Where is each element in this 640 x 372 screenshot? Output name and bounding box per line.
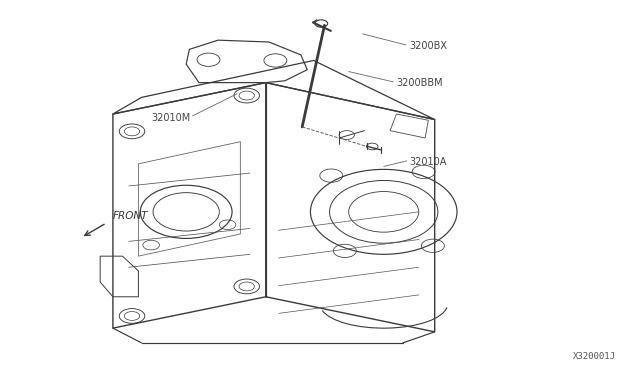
Text: FRONT: FRONT bbox=[113, 211, 148, 221]
Text: 32010M: 32010M bbox=[151, 113, 190, 123]
Text: X320001J: X320001J bbox=[573, 352, 616, 361]
Text: 32010A: 32010A bbox=[409, 157, 447, 167]
Text: 3200BX: 3200BX bbox=[409, 41, 447, 51]
Text: 3200BBM: 3200BBM bbox=[396, 78, 443, 88]
